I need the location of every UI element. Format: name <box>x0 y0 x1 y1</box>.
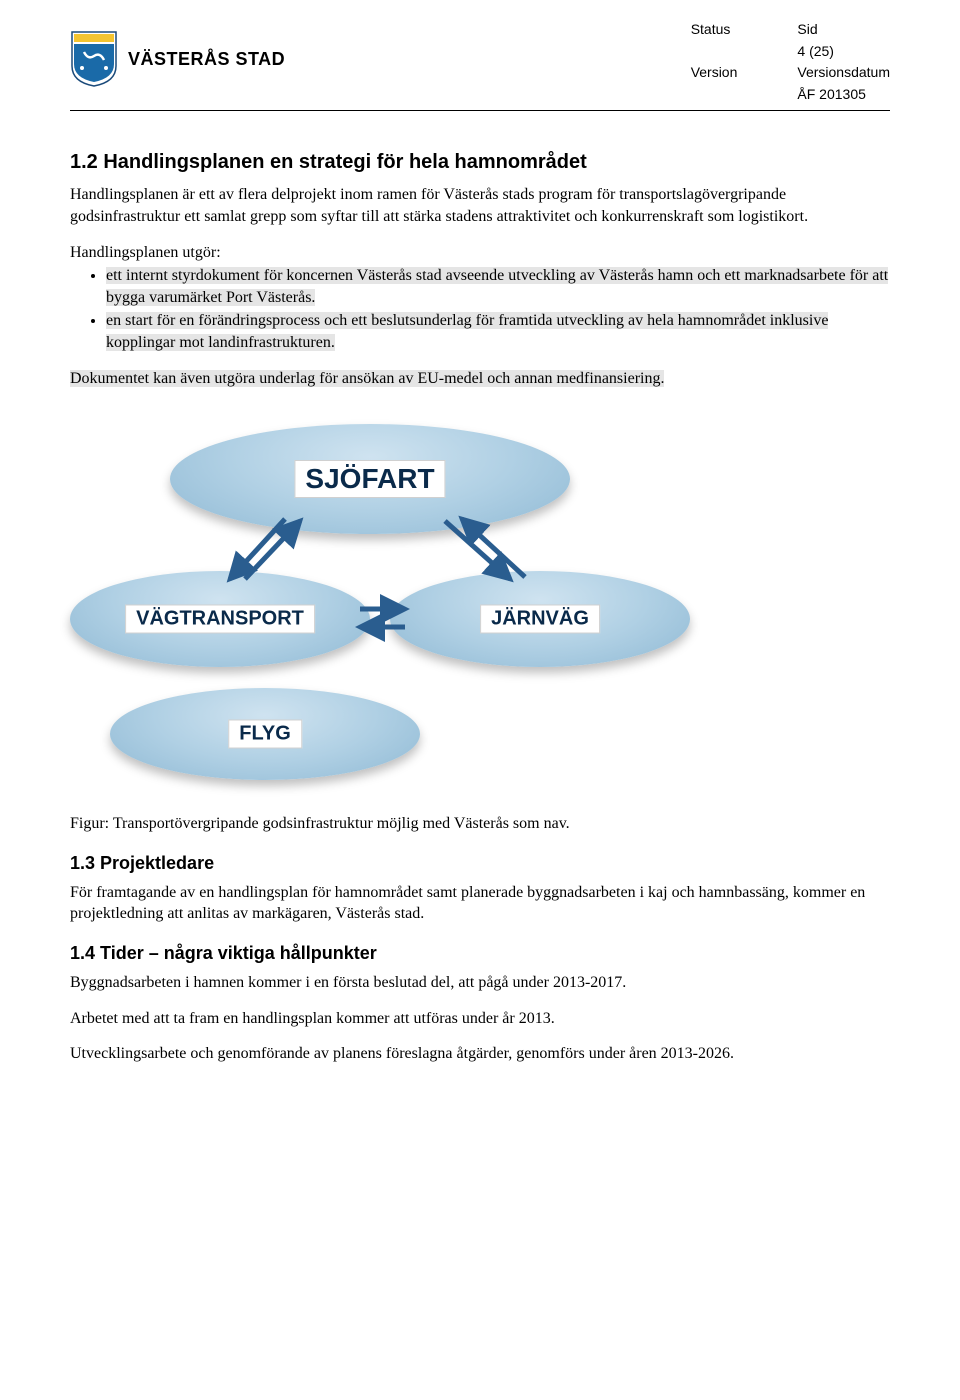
para-1-4-c: Utvecklingsarbete och genomförande av pl… <box>70 1043 890 1065</box>
diagram-caption: Figur: Transportövergripande godsinfrast… <box>70 813 890 835</box>
label-jarnvag: JÄRNVÄG <box>480 605 600 634</box>
shield-icon <box>70 30 118 88</box>
meta-col-left: Status Version <box>691 20 738 104</box>
bullet-item: en start för en förändringsprocess och e… <box>106 310 890 353</box>
header-divider <box>70 110 890 111</box>
meta-block: Status Version Sid 4 (25) Versionsdatum … <box>691 20 890 104</box>
heading-1-2: 1.2 Handlingsplanen en strategi för hela… <box>70 151 890 174</box>
meta-af-value: ÅF 201305 <box>797 85 890 105</box>
heading-1-4: 1.4 Tider – några viktiga hållpunkter <box>70 943 890 964</box>
label-vagtransport: VÄGTRANSPORT <box>125 605 315 634</box>
logo-block: VÄSTERÅS STAD <box>70 30 285 88</box>
para-1-4-b: Arbetet med att ta fram en handlingsplan… <box>70 1008 890 1030</box>
meta-version-label: Version <box>691 63 738 83</box>
meta-versionsdatum-label: Versionsdatum <box>797 63 890 83</box>
heading-1-3: 1.3 Projektledare <box>70 853 890 874</box>
page: VÄSTERÅS STAD Status Version Sid 4 (25) … <box>0 0 960 1109</box>
transport-diagram: SJÖFART VÄGTRANSPORT JÄRNVÄG FLYG <box>70 409 710 789</box>
para-1-2-closing-text: Dokumentet kan även utgöra underlag för … <box>70 370 664 387</box>
para-1-2-closing: Dokumentet kan även utgöra underlag för … <box>70 368 890 390</box>
meta-sid-label: Sid <box>797 20 890 40</box>
para-1-2-lead: Handlingsplanen utgör: <box>70 242 890 264</box>
meta-status-label: Status <box>691 20 738 40</box>
para-1-2-intro: Handlingsplanen är ett av flera delproje… <box>70 184 890 227</box>
bullet-list-1-2: ett internt styrdokument för koncernen V… <box>106 265 890 353</box>
bullet-text: en start för en förändringsprocess och e… <box>106 312 828 351</box>
meta-col-right: Sid 4 (25) Versionsdatum ÅF 201305 <box>797 20 890 104</box>
para-1-4-a: Byggnadsarbeten i hamnen kommer i en för… <box>70 972 890 994</box>
bullet-text: ett internt styrdokument för koncernen V… <box>106 267 888 306</box>
page-header: VÄSTERÅS STAD Status Version Sid 4 (25) … <box>70 20 890 104</box>
label-flyg: FLYG <box>228 720 302 749</box>
meta-page-number: 4 (25) <box>797 42 890 62</box>
label-sjofart: SJÖFART <box>294 460 445 498</box>
para-1-3: För framtagande av en handlingsplan för … <box>70 882 890 925</box>
logo-text: VÄSTERÅS STAD <box>128 49 285 70</box>
bullet-item: ett internt styrdokument för koncernen V… <box>106 265 890 308</box>
